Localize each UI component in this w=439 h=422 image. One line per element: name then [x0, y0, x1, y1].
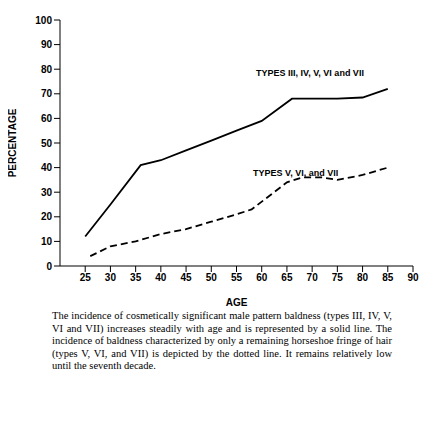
- svg-text:90: 90: [407, 272, 419, 283]
- html-text:TYPES V, VI, and VII: TYPES V, VI, and VII: [253, 168, 339, 178]
- svg-text:60: 60: [256, 272, 268, 283]
- html-text:TYPES III, IV, V, VI and VII: TYPES III, IV, V, VI and VII: [256, 68, 364, 78]
- svg-text:60: 60: [41, 113, 53, 124]
- svg-text:20: 20: [41, 211, 53, 222]
- svg-text:50: 50: [41, 138, 53, 149]
- svg-text:25: 25: [80, 272, 92, 283]
- svg-text:70: 70: [307, 272, 319, 283]
- svg-text:0: 0: [46, 261, 52, 272]
- svg-text:65: 65: [281, 272, 293, 283]
- svg-text:70: 70: [41, 88, 53, 99]
- svg-text:30: 30: [105, 272, 117, 283]
- html-text:The incidence of cosmetically: The incidence of cosmetically significan…: [52, 310, 392, 371]
- svg-text:30: 30: [41, 187, 53, 198]
- svg-text:90: 90: [41, 39, 53, 50]
- svg-text:45: 45: [181, 272, 193, 283]
- svg-text:100: 100: [35, 15, 52, 26]
- svg-text:50: 50: [206, 272, 218, 283]
- svg-text:AGE: AGE: [226, 297, 248, 308]
- svg-text:75: 75: [332, 272, 344, 283]
- svg-text:PERCENTAGE: PERCENTAGE: [8, 108, 18, 177]
- svg-text:80: 80: [357, 272, 369, 283]
- svg-text:40: 40: [155, 272, 167, 283]
- svg-text:80: 80: [41, 64, 53, 75]
- svg-text:85: 85: [382, 272, 394, 283]
- svg-text:35: 35: [130, 272, 142, 283]
- svg-text:40: 40: [41, 162, 53, 173]
- svg-text:55: 55: [231, 272, 243, 283]
- svg-text:10: 10: [41, 236, 53, 247]
